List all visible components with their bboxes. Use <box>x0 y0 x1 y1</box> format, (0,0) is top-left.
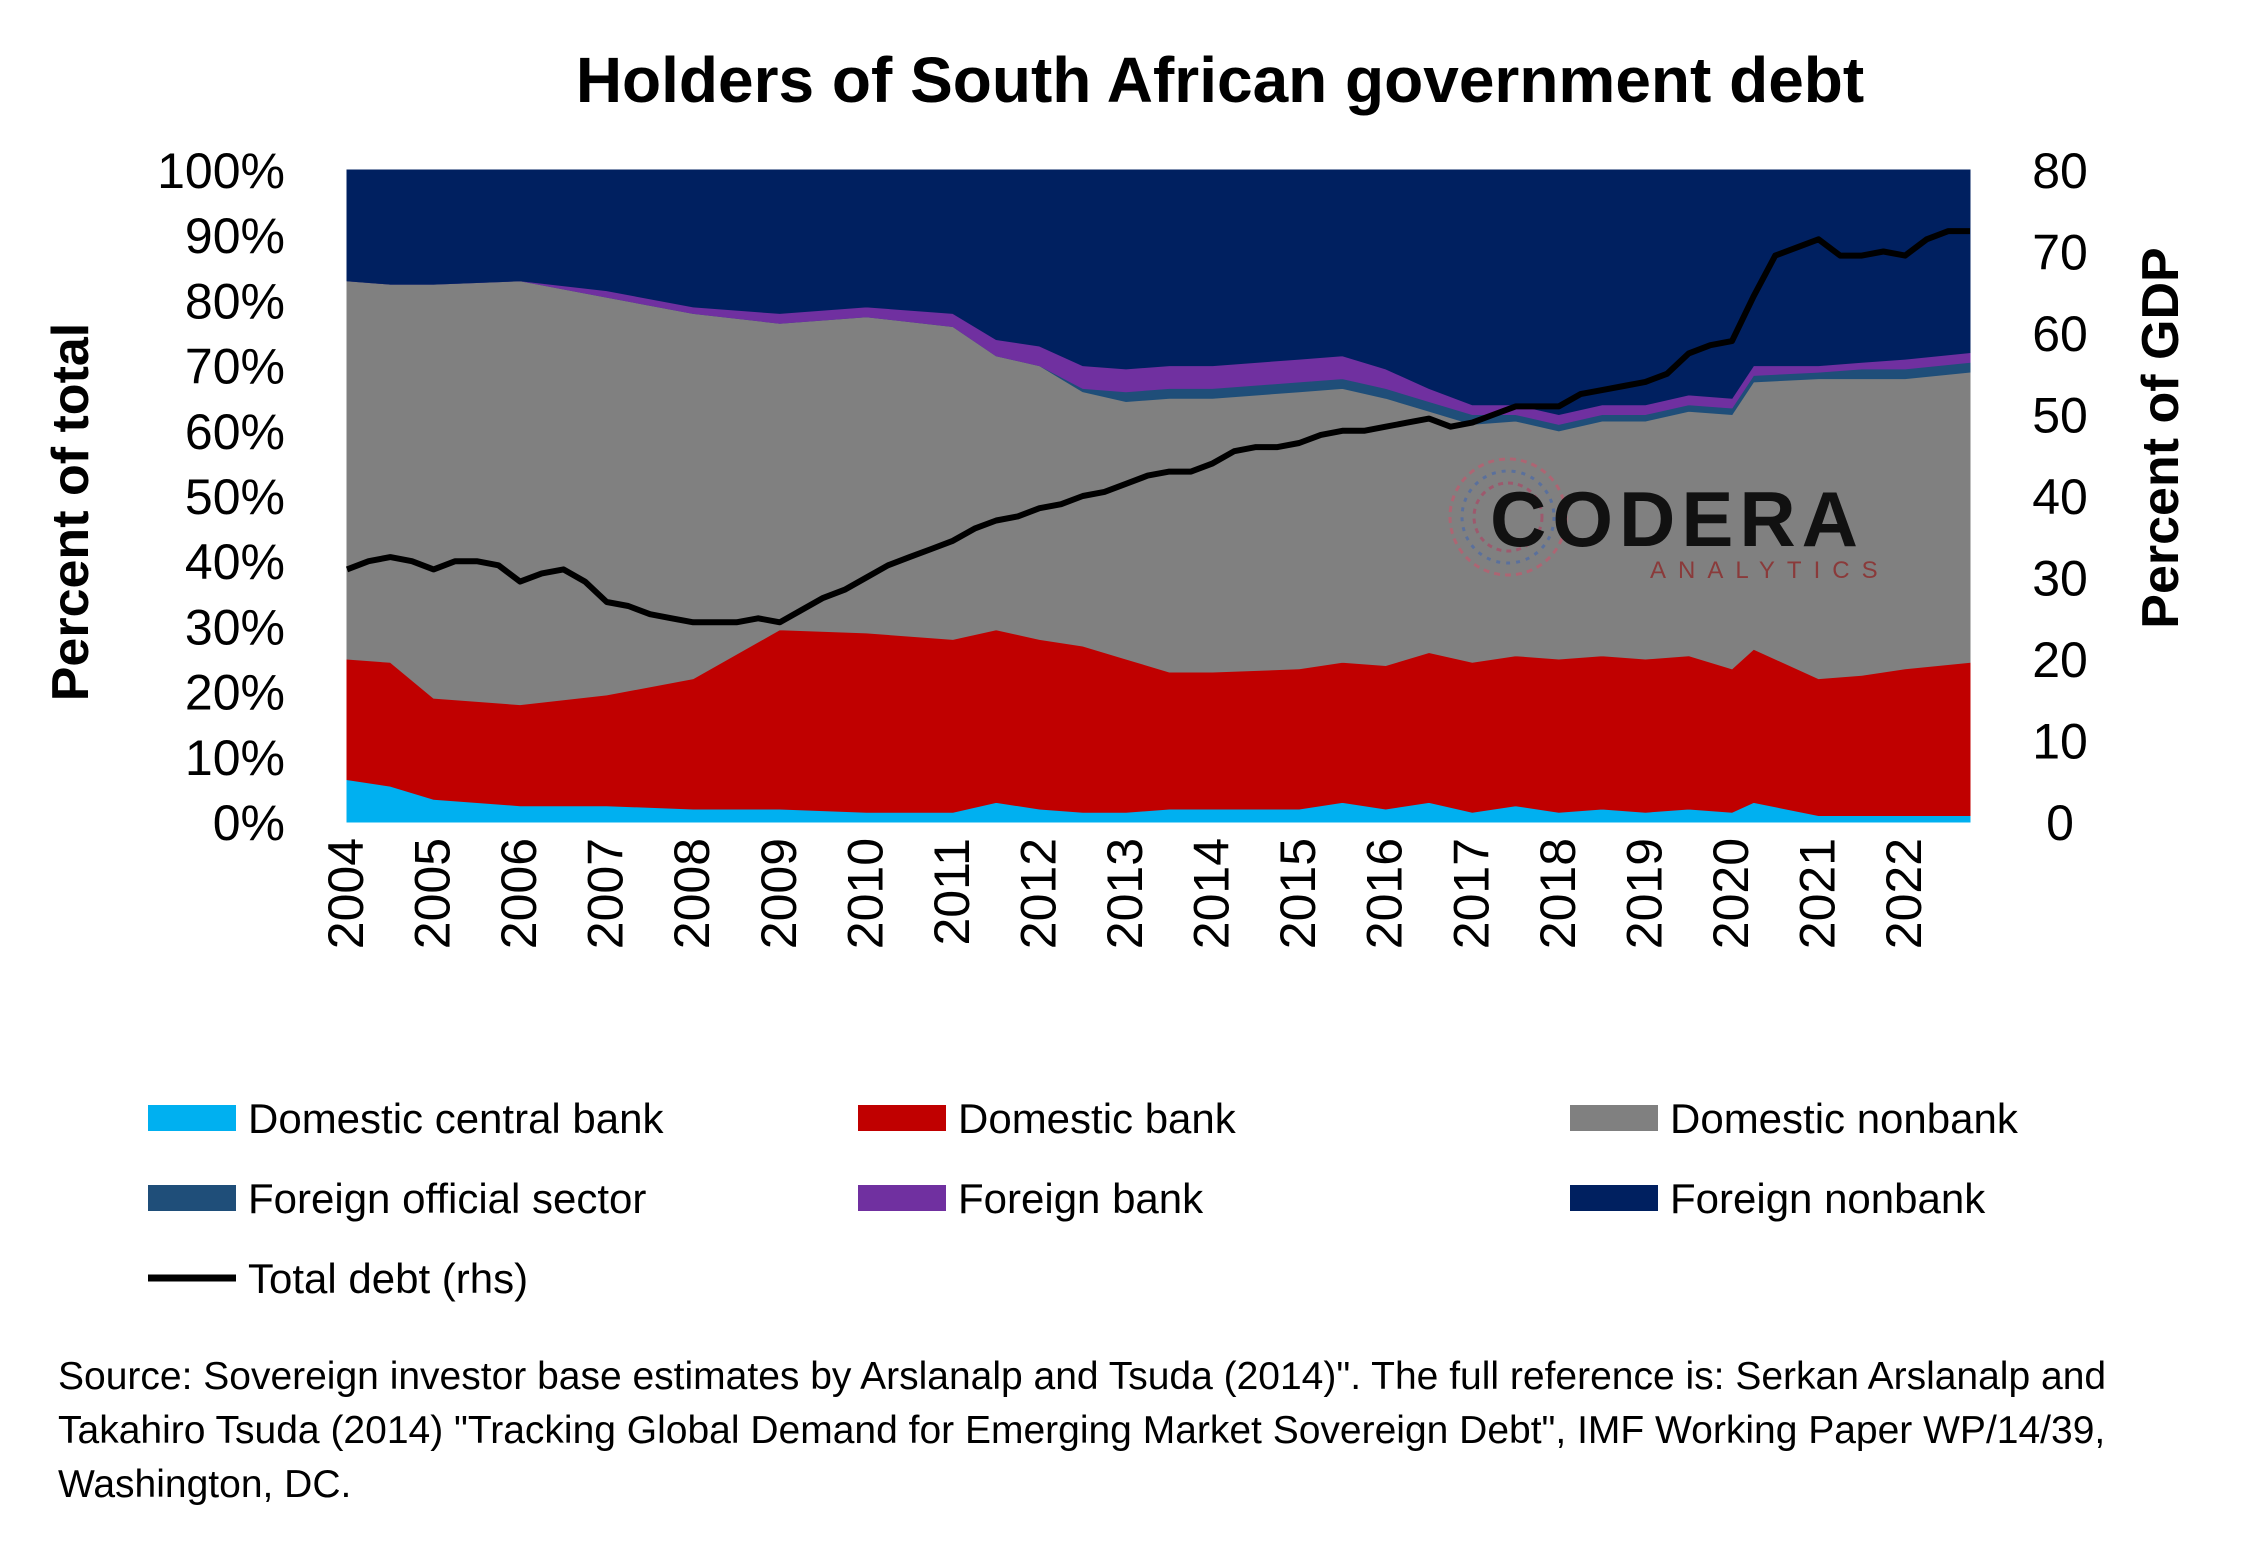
legend-label: Foreign bank <box>958 1175 1204 1222</box>
legend-swatch <box>148 1105 236 1131</box>
x-tick-label: 2014 <box>1184 838 1240 949</box>
x-tick-label: 2017 <box>1443 838 1499 949</box>
legend-label: Domestic central bank <box>248 1095 665 1142</box>
area-foreign-nonbank <box>346 169 1971 416</box>
x-tick-label: 2015 <box>1270 838 1326 949</box>
left-axis-title: Percent of total <box>42 323 100 702</box>
x-tick-label: 2004 <box>318 838 374 949</box>
right-tick-label: 0 <box>2046 795 2074 851</box>
right-tick-label: 50 <box>2032 388 2088 444</box>
watermark-main-text: CODERA <box>1490 475 1864 563</box>
left-tick-label: 80% <box>185 273 285 329</box>
legend-label: Domestic nonbank <box>1670 1095 2019 1142</box>
x-tick-label: 2016 <box>1357 838 1413 949</box>
x-tick-label: 2018 <box>1530 838 1586 949</box>
x-tick-label: 2021 <box>1790 838 1846 949</box>
x-tick-label: 2012 <box>1011 838 1067 949</box>
legend-item-foreign-official-sector: Foreign official sector <box>148 1175 646 1222</box>
codera-logo-mark <box>1448 457 1568 577</box>
legend-item-domestic-central-bank: Domestic central bank <box>148 1095 665 1142</box>
right-tick-label: 30 <box>2032 551 2088 607</box>
x-tick-label: 2010 <box>837 838 893 949</box>
chart-legend: Domestic central bank Domestic bank Domest… <box>148 1095 2019 1302</box>
right-tick-label: 60 <box>2032 306 2088 362</box>
x-tick-label: 2022 <box>1876 838 1932 949</box>
left-tick-label: 0% <box>213 795 285 851</box>
codera-watermark: CODERA ANALYTICS <box>1448 457 1890 584</box>
left-tick-label: 60% <box>185 404 285 460</box>
stacked-areas <box>346 169 1971 823</box>
legend-item-domestic-nonbank: Domestic nonbank <box>1570 1095 2019 1142</box>
left-tick-label: 40% <box>185 534 285 590</box>
left-tick-label: 10% <box>185 730 285 786</box>
x-tick-label: 2019 <box>1616 838 1672 949</box>
x-tick-label: 2011 <box>924 838 980 946</box>
left-tick-label: 50% <box>185 469 285 525</box>
legend-swatch <box>1570 1105 1658 1131</box>
left-tick-label: 20% <box>185 665 285 721</box>
x-tick-label: 2006 <box>491 838 547 949</box>
right-tick-label: 10 <box>2032 714 2088 770</box>
right-tick-label: 40 <box>2032 469 2088 525</box>
legend-item-foreign-nonbank: Foreign nonbank <box>1570 1175 1986 1222</box>
legend-swatch <box>858 1185 946 1211</box>
right-tick-label: 70 <box>2032 225 2088 281</box>
left-tick-label: 100% <box>157 143 285 199</box>
legend-item-foreign-bank: Foreign bank <box>858 1175 1204 1222</box>
total-debt-line-layer <box>345 228 1970 626</box>
left-tick-label: 70% <box>185 339 285 395</box>
left-tick-label: 30% <box>185 599 285 655</box>
right-tick-label: 20 <box>2032 632 2088 688</box>
legend-swatch <box>148 1185 236 1211</box>
legend-label: Domestic bank <box>958 1095 1237 1142</box>
x-axis-ticks: 2004 2005 2006 2007 2008 2009 2010 2011 2012 2013… <box>318 838 1932 949</box>
legend-item-domestic-bank: Domestic bank <box>858 1095 1237 1142</box>
chart-title: Holders of South African government debt <box>576 44 1864 116</box>
x-tick-label: 2013 <box>1097 838 1153 949</box>
x-tick-label: 2020 <box>1703 838 1759 949</box>
x-tick-label: 2007 <box>578 838 634 949</box>
right-axis-ticks: 0 10 20 30 40 50 60 70 80 <box>2032 143 2088 851</box>
legend-label: Foreign nonbank <box>1670 1175 1986 1222</box>
total-debt-line <box>345 228 1970 626</box>
left-tick-label: 90% <box>185 208 285 264</box>
legend-item-total-debt-rhs: Total debt (rhs) <box>148 1255 528 1302</box>
source-note: Source: Sovereign investor base estimate… <box>58 1355 2107 1506</box>
x-tick-label: 2009 <box>751 838 807 949</box>
left-axis-ticks: 0% 10% 20% 30% 40% 50% 60% 70% 80% 90% 100% <box>157 143 285 851</box>
watermark-sub-text: ANALYTICS <box>1650 557 1890 584</box>
legend-label: Foreign official sector <box>248 1175 646 1222</box>
right-axis-title: Percent of GDP <box>2132 247 2190 628</box>
right-tick-label: 80 <box>2032 143 2088 199</box>
x-tick-label: 2005 <box>405 838 461 949</box>
legend-swatch <box>858 1105 946 1131</box>
legend-label: Total debt (rhs) <box>248 1255 528 1302</box>
legend-swatch <box>1570 1185 1658 1211</box>
x-tick-label: 2008 <box>664 838 720 949</box>
